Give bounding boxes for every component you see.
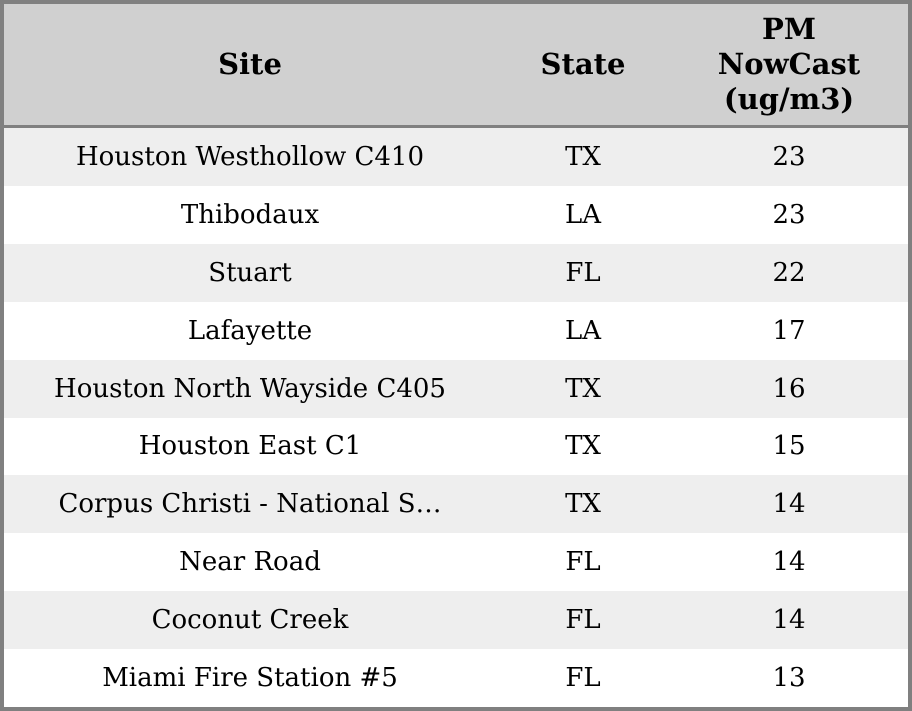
- pm-nowcast-cell: 16: [772, 373, 806, 404]
- pm-nowcast-cell: 14: [772, 489, 806, 520]
- table-row: Houston North Wayside C405 TX 16: [4, 359, 908, 418]
- table-row: Miami Fire Station #5 FL 13: [4, 649, 908, 708]
- pm-nowcast-cell: 17: [772, 315, 806, 346]
- state-cell: TX: [565, 373, 601, 404]
- table-row: Houston East C1 TX 15: [4, 417, 908, 476]
- pm-nowcast-cell: 23: [772, 199, 806, 230]
- state-cell: LA: [564, 199, 602, 230]
- pm-nowcast-cell: 13: [772, 663, 806, 694]
- pm-nowcast-cell: 22: [772, 257, 806, 288]
- site-cell: Coconut Creek: [151, 605, 349, 636]
- pm-nowcast-cell: 14: [772, 605, 806, 636]
- site-cell: Near Road: [179, 547, 321, 578]
- state-cell: TX: [565, 431, 601, 462]
- site-cell: Corpus Christi - National S…: [58, 489, 442, 520]
- column-header-state: State: [540, 47, 626, 82]
- table-row: Coconut Creek FL 14: [4, 591, 908, 650]
- state-cell: FL: [565, 257, 601, 288]
- state-cell: TX: [565, 141, 601, 172]
- column-header-site: Site: [218, 47, 282, 82]
- state-cell: FL: [565, 547, 601, 578]
- pm-nowcast-cell: 15: [772, 431, 806, 462]
- pm-nowcast-cell: 14: [772, 547, 806, 578]
- table-row: Stuart FL 22: [4, 243, 908, 302]
- state-cell: FL: [565, 605, 601, 636]
- state-cell: TX: [565, 489, 601, 520]
- site-cell: Lafayette: [187, 315, 313, 346]
- table-header-row: Site State PM NowCast (ug/m3): [4, 4, 908, 128]
- table-body: Houston Westhollow C410 TX 23 Thibodaux …: [4, 128, 908, 708]
- table-row: Corpus Christi - National S… TX 14: [4, 475, 908, 534]
- site-cell: Houston North Wayside C405: [54, 373, 446, 404]
- site-cell: Houston East C1: [138, 431, 362, 462]
- site-cell: Thibodaux: [180, 199, 320, 230]
- pm-nowcast-cell: 23: [772, 141, 806, 172]
- site-cell: Houston Westhollow C410: [75, 141, 425, 172]
- site-cell: Miami Fire Station #5: [102, 663, 398, 694]
- site-cell: Stuart: [208, 257, 292, 288]
- state-cell: LA: [564, 315, 602, 346]
- table-row: Lafayette LA 17: [4, 301, 908, 360]
- table-row: Houston Westhollow C410 TX 23: [4, 128, 908, 186]
- table-row: Near Road FL 14: [4, 533, 908, 592]
- column-header-pm-nowcast: PM NowCast (ug/m3): [717, 12, 861, 116]
- state-cell: FL: [565, 663, 601, 694]
- table-row: Thibodaux LA 23: [4, 185, 908, 244]
